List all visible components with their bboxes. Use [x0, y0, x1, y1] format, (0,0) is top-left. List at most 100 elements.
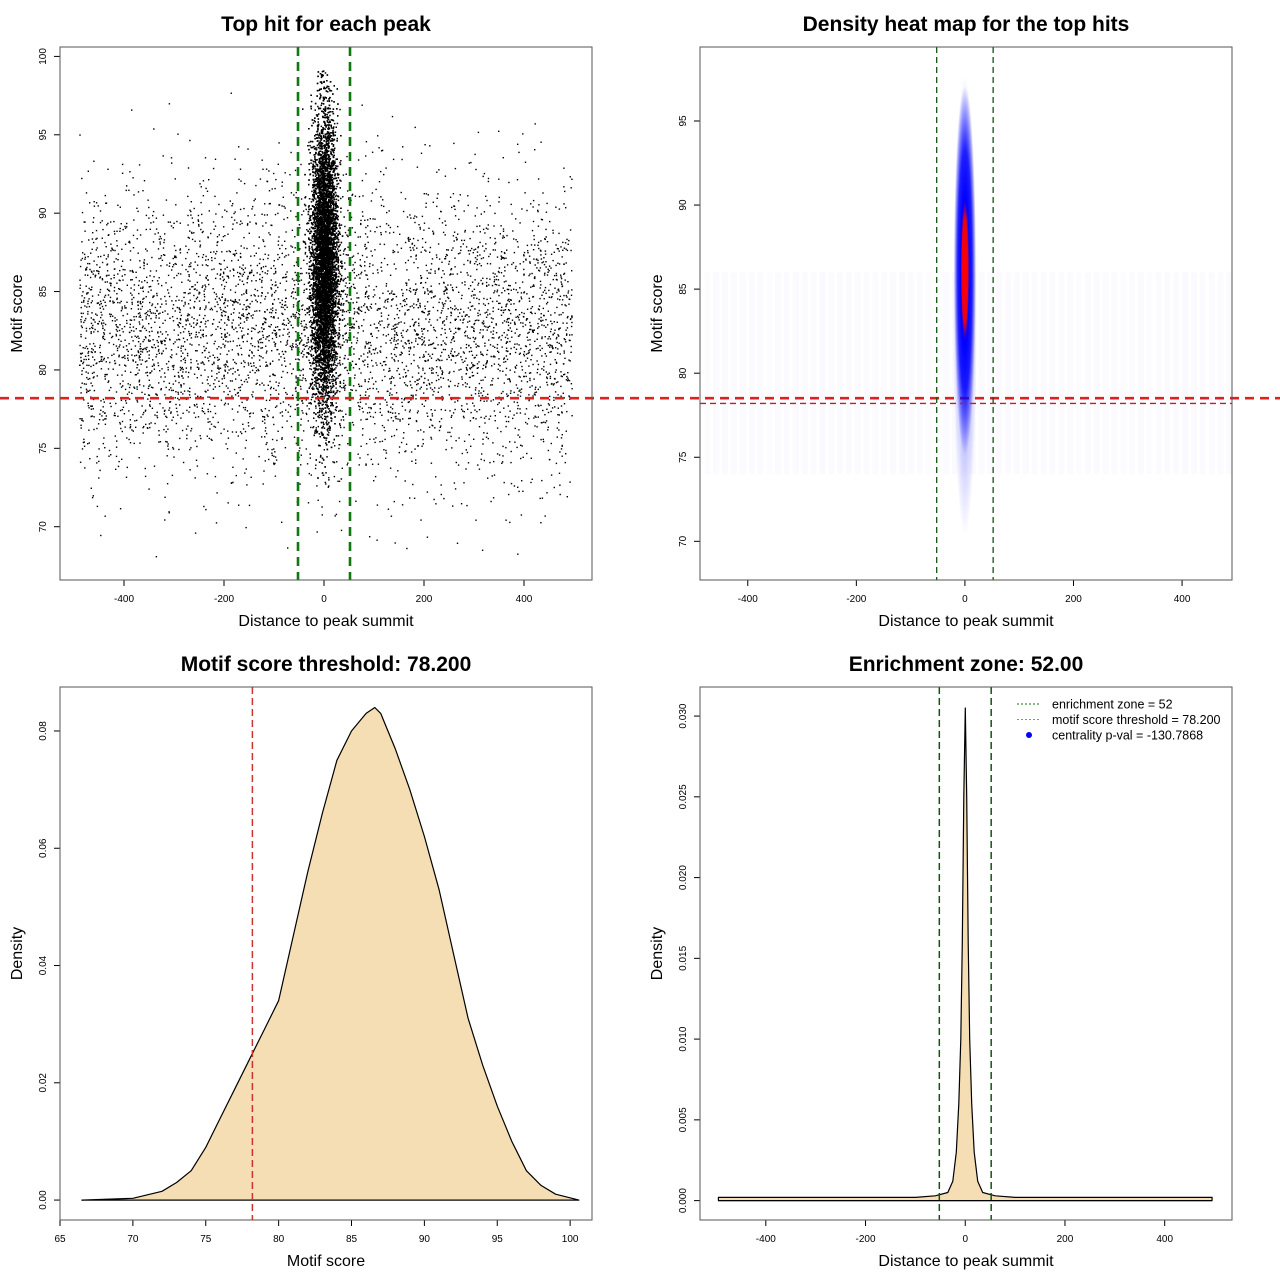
- data-point: [273, 341, 275, 343]
- data-point: [474, 153, 476, 156]
- data-point: [179, 437, 181, 440]
- data-point: [98, 361, 101, 363]
- data-point: [381, 364, 383, 367]
- data-point: [92, 221, 94, 223]
- data-point: [470, 295, 473, 297]
- data-point: [256, 379, 258, 381]
- data-point: [289, 405, 292, 408]
- data-point: [565, 207, 567, 209]
- data-point: [560, 281, 562, 283]
- data-point: [182, 461, 185, 464]
- data-point: [547, 338, 549, 340]
- data-point: [505, 374, 507, 376]
- data-point: [84, 258, 86, 260]
- data-point: [135, 328, 137, 330]
- data-point: [446, 254, 448, 256]
- data-point: [358, 358, 360, 360]
- data-point: [156, 415, 158, 417]
- data-point: [88, 358, 90, 360]
- data-point: [389, 467, 392, 469]
- data-point: [202, 254, 205, 256]
- data-point: [322, 312, 324, 314]
- data-point: [494, 273, 496, 275]
- data-point: [258, 330, 261, 333]
- data-point: [109, 282, 111, 284]
- data-point: [266, 350, 268, 352]
- data-point: [141, 287, 144, 289]
- data-point: [324, 415, 326, 418]
- data-point: [159, 312, 161, 314]
- data-point: [442, 307, 444, 309]
- data-point: [551, 346, 553, 348]
- data-point: [80, 356, 82, 359]
- data-point: [190, 358, 192, 361]
- data-point: [99, 266, 101, 268]
- data-point: [346, 300, 348, 302]
- data-point: [89, 343, 91, 345]
- data-point: [278, 329, 280, 331]
- data-point: [124, 225, 126, 228]
- data-point: [510, 330, 513, 332]
- data-point: [493, 225, 495, 227]
- data-point: [390, 382, 392, 385]
- data-point: [505, 367, 508, 370]
- data-point: [237, 411, 239, 413]
- data-point: [118, 356, 120, 358]
- data-point: [461, 376, 463, 378]
- data-point: [93, 428, 95, 431]
- data-point: [346, 294, 348, 296]
- data-point: [177, 324, 179, 327]
- data-point: [521, 208, 523, 210]
- data-point: [289, 174, 291, 176]
- data-point: [193, 404, 196, 406]
- data-point: [126, 185, 128, 187]
- data-point: [224, 322, 226, 324]
- data-point: [227, 300, 229, 302]
- data-point: [372, 383, 375, 385]
- data-point: [393, 251, 396, 253]
- data-point: [531, 478, 533, 480]
- data-point: [484, 345, 486, 347]
- data-point: [280, 341, 282, 343]
- data-point: [250, 362, 252, 365]
- data-point: [466, 368, 468, 370]
- data-point: [108, 449, 111, 452]
- data-point: [464, 330, 467, 332]
- data-point: [473, 364, 476, 367]
- data-point: [562, 312, 564, 314]
- data-point: [310, 474, 312, 476]
- data-point: [205, 277, 207, 280]
- data-point: [385, 231, 387, 233]
- x-axis-label: Distance to peak summit: [238, 613, 414, 630]
- data-point: [214, 475, 217, 478]
- data-point: [475, 519, 477, 521]
- data-point: [531, 229, 534, 232]
- data-point: [503, 257, 505, 260]
- data-point: [517, 246, 519, 248]
- data-point: [285, 276, 288, 278]
- data-point: [564, 242, 567, 244]
- data-point: [214, 298, 217, 300]
- data-point: [480, 392, 482, 394]
- data-point: [155, 217, 158, 219]
- data-point: [174, 341, 176, 343]
- data-point: [122, 228, 124, 231]
- data-point: [142, 348, 145, 350]
- data-point: [156, 353, 158, 356]
- data-point: [182, 345, 184, 347]
- data-point: [482, 228, 485, 231]
- data-point: [251, 208, 253, 210]
- data-point: [265, 265, 267, 268]
- data-point: [375, 388, 378, 390]
- data-point: [445, 224, 447, 226]
- data-point: [135, 361, 137, 363]
- data-point: [235, 431, 237, 433]
- data-point: [479, 225, 481, 227]
- data-point: [371, 255, 373, 257]
- data-point: [556, 321, 558, 323]
- data-point: [407, 339, 409, 342]
- data-point: [301, 272, 303, 275]
- data-point: [247, 317, 249, 319]
- data-point: [364, 261, 366, 263]
- data-point: [175, 204, 177, 206]
